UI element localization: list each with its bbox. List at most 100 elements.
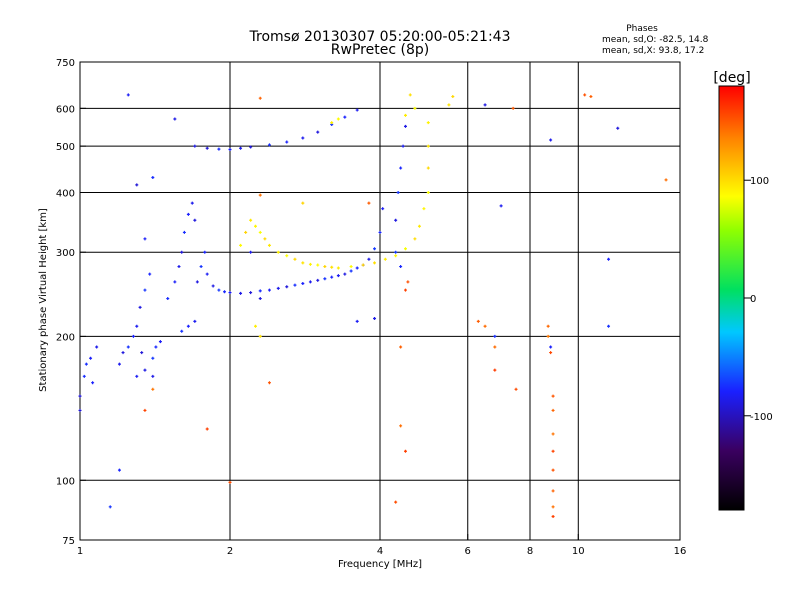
data-point — [84, 362, 88, 366]
data-point — [239, 243, 243, 247]
data-point — [228, 148, 232, 152]
data-point — [316, 278, 320, 282]
data-point — [148, 272, 152, 276]
data-point — [173, 117, 177, 121]
data-point — [140, 351, 144, 355]
data-point — [285, 254, 289, 258]
data-point — [182, 230, 186, 234]
y-tick-label: 100 — [56, 476, 75, 487]
data-point — [151, 374, 155, 378]
data-point — [426, 121, 430, 125]
x-tick-label: 10 — [572, 546, 585, 557]
data-point — [301, 136, 305, 140]
data-point — [301, 282, 305, 286]
data-point — [551, 468, 555, 472]
data-point — [399, 265, 403, 269]
y-tick-label: 500 — [56, 142, 75, 153]
data-point — [514, 387, 518, 391]
data-point — [249, 250, 253, 254]
data-point — [483, 103, 487, 107]
data-point — [108, 505, 112, 509]
y-tick-label: 200 — [56, 332, 75, 343]
data-point — [607, 257, 611, 261]
data-point — [330, 265, 334, 269]
data-point — [143, 408, 147, 412]
data-point — [249, 291, 253, 295]
data-point — [330, 275, 334, 279]
data-point — [401, 144, 405, 148]
data-point — [422, 207, 426, 211]
data-point — [143, 288, 147, 292]
data-point — [476, 319, 480, 323]
data-point — [223, 290, 227, 294]
data-point — [154, 345, 158, 349]
data-point — [138, 305, 142, 309]
data-point — [378, 230, 382, 234]
data-point — [267, 143, 271, 147]
data-point — [549, 138, 553, 142]
data-point — [349, 269, 353, 273]
data-point — [78, 408, 82, 412]
data-point — [267, 243, 271, 247]
data-point — [308, 262, 312, 266]
data-point — [244, 230, 248, 234]
data-point — [343, 272, 347, 276]
colorbar-tick-label: 100 — [750, 176, 769, 187]
data-point — [373, 247, 377, 251]
x-tick-label: 2 — [227, 546, 233, 557]
data-point — [381, 207, 385, 211]
data-point — [143, 237, 147, 241]
data-point — [126, 345, 130, 349]
phase-stats-o: mean, sd,O: -82.5, 14.8 — [602, 35, 709, 45]
data-point — [403, 247, 407, 251]
x-tick-label: 16 — [674, 546, 687, 557]
x-tick-label: 6 — [465, 546, 471, 557]
data-point — [173, 280, 177, 284]
data-point — [426, 190, 430, 194]
data-point — [349, 265, 353, 269]
data-point — [336, 117, 340, 121]
data-point — [583, 93, 587, 97]
y-tick-label: 750 — [56, 58, 75, 69]
data-point — [546, 334, 550, 338]
data-point — [396, 190, 400, 194]
data-point — [399, 166, 403, 170]
data-point — [551, 489, 555, 493]
data-point — [95, 345, 99, 349]
y-tick-label: 300 — [56, 248, 75, 259]
data-point — [199, 265, 203, 269]
data-point — [546, 324, 550, 328]
data-point — [355, 266, 359, 270]
data-point — [258, 193, 262, 197]
data-point — [249, 218, 253, 222]
phase-stats-heading: Phases — [626, 24, 658, 34]
data-point — [417, 224, 421, 228]
data-point — [403, 113, 407, 117]
data-point — [177, 265, 181, 269]
data-point — [493, 368, 497, 372]
data-point — [447, 103, 451, 107]
data-point — [426, 166, 430, 170]
data-point — [316, 130, 320, 134]
data-point — [82, 374, 86, 378]
data-point — [403, 449, 407, 453]
data-point — [336, 274, 340, 278]
data-point — [186, 212, 190, 216]
data-point — [193, 144, 197, 148]
data-point — [205, 427, 209, 431]
x-tick-label: 8 — [527, 546, 533, 557]
data-point — [413, 106, 417, 110]
data-point — [239, 146, 243, 150]
data-point — [451, 95, 455, 99]
data-point — [373, 316, 377, 320]
data-point — [211, 284, 215, 288]
data-point — [551, 505, 555, 509]
data-point — [253, 324, 257, 328]
data-point — [158, 340, 162, 344]
chart-subtitle: RwPretec (8p) — [331, 42, 429, 58]
data-point — [589, 95, 593, 99]
data-point — [323, 265, 327, 269]
data-point — [511, 106, 515, 110]
data-point — [399, 424, 403, 428]
data-point — [117, 468, 121, 472]
